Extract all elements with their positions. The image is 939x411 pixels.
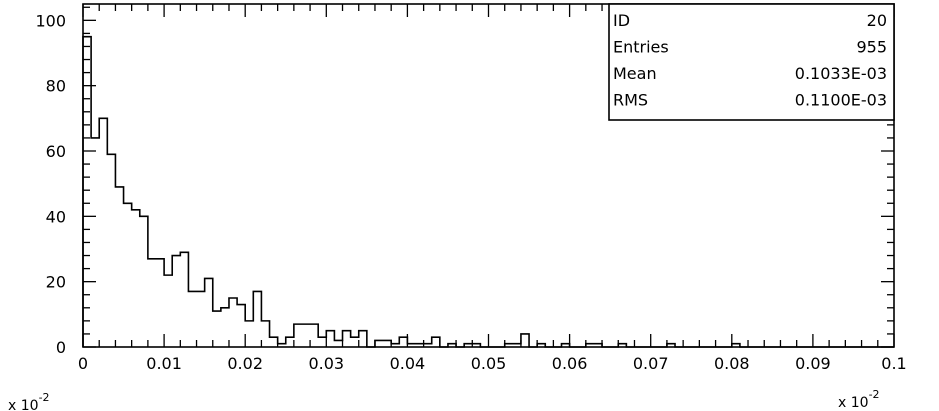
x-tick-label: 0.03 — [308, 354, 344, 373]
x-tick-label: 0 — [78, 354, 88, 373]
x-axis-factor: x 10-2 — [838, 388, 880, 411]
stats-value: 955 — [856, 38, 887, 57]
stats-value: 0.1033E-03 — [795, 64, 887, 83]
y-tick-labels: 0 20 40 60 80 100 — [35, 11, 66, 357]
x-tick-label: 0.1 — [881, 354, 906, 373]
x-tick-label: 0.04 — [390, 354, 426, 373]
x-tick-labels: 0 0.01 0.02 0.03 0.04 0.05 0.06 0.07 0.08 0.09 0.1 — [78, 354, 907, 373]
stats-box: ID 20 Entries 955 Mean 0.1033E-03 RMS 0.1100E-0… — [608, 3, 895, 121]
y-axis-factor: x 10-2 — [8, 391, 50, 411]
stats-box-frame — [608, 3, 895, 121]
x-tick-label: 0.05 — [471, 354, 507, 373]
stats-label: RMS — [613, 91, 648, 110]
stats-label: Mean — [613, 64, 657, 83]
y-tick-label: 40 — [46, 207, 66, 226]
y-tick-label: 20 — [46, 273, 66, 292]
stats-value: 0.1100E-03 — [795, 91, 887, 110]
x-tick-label: 0.06 — [552, 354, 588, 373]
stats-label: Entries — [613, 38, 669, 57]
y-tick-label: 0 — [56, 338, 66, 357]
x-tick-label: 0.02 — [227, 354, 263, 373]
y-tick-label: 100 — [35, 11, 66, 30]
y-tick-label: 60 — [46, 142, 66, 161]
histogram-outline — [82, 35, 894, 348]
x-tick-label: 0.08 — [714, 354, 750, 373]
y-tick-label: 80 — [46, 77, 66, 96]
stats-label: ID — [613, 11, 630, 30]
x-tick-label: 0.07 — [633, 354, 669, 373]
stats-value: 20 — [867, 11, 887, 30]
x-tick-label: 0.01 — [146, 354, 182, 373]
x-tick-label: 0.09 — [795, 354, 831, 373]
